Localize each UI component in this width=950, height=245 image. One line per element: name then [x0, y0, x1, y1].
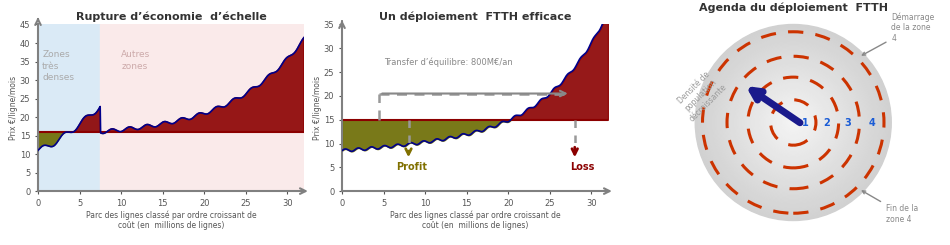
Circle shape	[767, 96, 820, 149]
Circle shape	[705, 34, 882, 211]
Circle shape	[737, 66, 849, 179]
Text: 1: 1	[802, 118, 808, 127]
Text: Zones
très
denses: Zones très denses	[42, 50, 74, 82]
Circle shape	[776, 105, 810, 140]
Circle shape	[754, 83, 832, 162]
Circle shape	[714, 44, 872, 201]
Text: Densité de
population
décroissante: Densité de population décroissante	[673, 67, 729, 123]
Circle shape	[739, 69, 847, 176]
Circle shape	[747, 76, 840, 169]
Circle shape	[703, 32, 884, 213]
Y-axis label: Prix €/ligne/mois: Prix €/ligne/mois	[314, 76, 322, 140]
Circle shape	[712, 42, 874, 203]
Circle shape	[730, 59, 857, 186]
Circle shape	[751, 81, 835, 164]
Circle shape	[725, 54, 862, 191]
Text: Agenda du déploiement  FTTH: Agenda du déploiement FTTH	[699, 3, 887, 13]
Title: Rupture d’économie  d’échelle: Rupture d’économie d’échelle	[76, 12, 266, 22]
Text: Transfer d’équilibre: 800M€/an: Transfer d’équilibre: 800M€/an	[384, 58, 512, 67]
Text: Profit: Profit	[396, 162, 428, 172]
Circle shape	[717, 47, 869, 198]
Circle shape	[769, 98, 818, 147]
Circle shape	[779, 108, 808, 137]
Text: 2: 2	[824, 118, 830, 127]
Circle shape	[697, 27, 889, 218]
Text: Démarrage
de la zone
4: Démarrage de la zone 4	[863, 12, 935, 55]
Circle shape	[764, 93, 823, 152]
Circle shape	[784, 113, 803, 132]
Circle shape	[695, 24, 891, 220]
Circle shape	[773, 103, 813, 142]
Circle shape	[710, 39, 877, 206]
Title: Un déploiement  FTTH efficace: Un déploiement FTTH efficace	[379, 12, 571, 22]
Text: Autres
zones: Autres zones	[122, 50, 150, 71]
X-axis label: Parc des lignes classé par ordre croissant de
coût (en  millions de lignes): Parc des lignes classé par ordre croissa…	[86, 210, 256, 230]
Circle shape	[750, 78, 837, 167]
Circle shape	[756, 86, 830, 159]
Circle shape	[786, 115, 801, 130]
Circle shape	[700, 29, 886, 216]
Text: Fin de la
zone 4: Fin de la zone 4	[863, 191, 918, 224]
X-axis label: Parc des lignes classé par ordre croissant de
coût (en  millions de lignes): Parc des lignes classé par ordre croissa…	[390, 210, 560, 230]
Bar	[101, 24, 304, 191]
Circle shape	[788, 118, 798, 127]
Text: Loss: Loss	[571, 162, 595, 172]
Circle shape	[771, 100, 815, 145]
Text: 4: 4	[869, 118, 876, 127]
Circle shape	[708, 37, 879, 208]
Circle shape	[720, 49, 866, 196]
Circle shape	[732, 61, 854, 184]
Circle shape	[744, 74, 843, 172]
Y-axis label: Prix €/ligne/mois: Prix €/ligne/mois	[10, 76, 18, 140]
Bar	[38, 24, 101, 191]
Circle shape	[761, 91, 826, 154]
Circle shape	[722, 51, 864, 194]
Circle shape	[759, 88, 827, 157]
Circle shape	[734, 64, 852, 181]
Text: 3: 3	[845, 118, 851, 127]
Circle shape	[790, 120, 796, 125]
Circle shape	[727, 56, 860, 189]
Circle shape	[781, 110, 806, 135]
Circle shape	[742, 71, 845, 174]
